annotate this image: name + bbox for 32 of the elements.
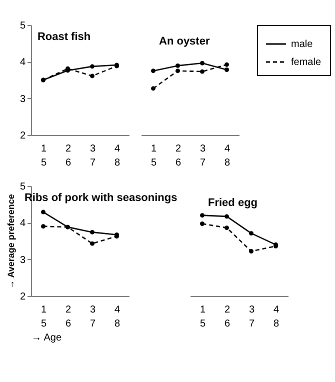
x-tick-label: 2 6 [65,304,72,330]
x-tick-label: 3 7 [90,304,96,330]
y-tick-label: 3 [20,94,26,105]
text: An oyster [159,36,210,48]
text: Ribs of pork with seasonings [24,192,178,204]
x-tick-label: 4 8 [114,304,120,330]
y-axis-title: → Average preference [6,194,16,289]
x-tick-label: 3 7 [200,144,206,168]
y-tick-label: 4 [20,57,26,68]
x-tick-label: 1 5 [150,144,157,168]
x-axis-title: → Age [32,332,62,344]
text: Fried egg [208,197,258,209]
x-tick-label: 4 8 [224,144,230,168]
legend-label: female [291,57,322,68]
legend-label: male [291,39,314,50]
x-tick-label: 3 7 [248,304,255,330]
x-tick-label: 4 8 [114,144,120,168]
y-tick-label: 5 [20,182,26,192]
x-tick-label: 1 5 [200,304,206,330]
text: Roast fish [37,31,91,43]
y-tick-label: 5 [20,20,26,32]
y-tick-label: 3 [20,254,26,266]
y-tick-label: 4 [20,218,26,230]
x-tick-label: 1 5 [40,144,47,168]
x-tick-label: 1 5 [40,304,47,330]
x-tick-label: 2 6 [224,304,230,330]
y-tick-label: 2 [20,130,26,142]
x-tick-label: 2 6 [175,144,182,168]
x-tick-label: 2 6 [65,144,72,168]
x-tick-label: 3 7 [90,144,96,168]
y-tick-label: 2 [20,292,26,302]
x-tick-label: 4 8 [273,304,280,330]
